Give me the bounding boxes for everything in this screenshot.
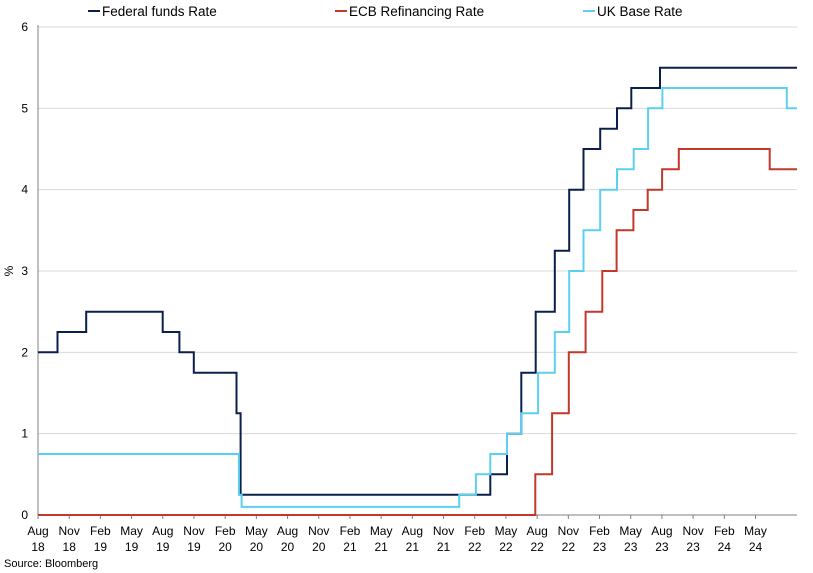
- y-tick-label: 6: [21, 20, 28, 34]
- series-line-1: [38, 148, 797, 516]
- legend-label: UK Base Rate: [597, 4, 683, 19]
- y-tick-label: 5: [21, 101, 28, 115]
- x-tick-label-year: 21: [406, 540, 420, 554]
- x-tick-label-year: 20: [312, 540, 326, 554]
- x-tick-label-month: May: [744, 524, 767, 538]
- axes: [37, 25, 797, 516]
- x-tick-label-month: May: [495, 524, 518, 538]
- x-tick-label-year: 21: [343, 540, 357, 554]
- x-tick-label-month: May: [619, 524, 642, 538]
- x-tick-label-year: 18: [63, 540, 77, 554]
- x-tick-label-month: May: [120, 524, 143, 538]
- x-tick-label-month: Nov: [682, 524, 703, 538]
- y-tick-label: 2: [21, 345, 28, 359]
- x-tick-label-year: 19: [94, 540, 108, 554]
- x-tick-label-month: Nov: [433, 524, 454, 538]
- x-tick-label-year: 24: [718, 540, 732, 554]
- x-tick-label-year: 19: [125, 540, 139, 554]
- x-tick-label-year: 21: [374, 540, 388, 554]
- x-tick-label-month: Feb: [90, 524, 111, 538]
- x-axis-ticks: Aug 18 Nov 18 Feb 19 May 19 Aug 19 Nov 19 Feb 20 May 20…: [27, 515, 767, 554]
- y-tick-label: 4: [21, 183, 28, 197]
- x-tick-label-month: Aug: [277, 524, 298, 538]
- x-tick-label-month: Aug: [651, 524, 672, 538]
- x-tick-label-year: 21: [437, 540, 451, 554]
- y-tick-label: 3: [21, 264, 28, 278]
- grid-lines: [38, 26, 797, 435]
- series-lines: [38, 66, 797, 516]
- x-tick-label-month: Feb: [215, 524, 236, 538]
- x-tick-label-year: 20: [218, 540, 232, 554]
- x-tick-label-year: 23: [686, 540, 700, 554]
- x-tick-label-month: Feb: [589, 524, 610, 538]
- x-tick-label-year: 22: [499, 540, 513, 554]
- x-tick-label-year: 24: [749, 540, 763, 554]
- source-note: Source: Bloomberg: [4, 558, 99, 570]
- x-tick-label-month: Nov: [183, 524, 204, 538]
- x-tick-label-month: Aug: [402, 524, 423, 538]
- x-tick-label-year: 18: [31, 540, 45, 554]
- x-tick-label-month: Feb: [714, 524, 735, 538]
- x-tick-label-month: Nov: [308, 524, 329, 538]
- x-tick-label-year: 22: [468, 540, 482, 554]
- y-tick-label: 0: [21, 508, 28, 522]
- y-axis-ticks: 0 1 2 3 4 5 6: [21, 20, 28, 522]
- x-tick-label-year: 23: [624, 540, 638, 554]
- x-tick-label-year: 20: [250, 540, 264, 554]
- x-tick-label-year: 20: [281, 540, 295, 554]
- x-tick-label-month: May: [370, 524, 393, 538]
- legend: Federal funds Rate ECB Refinancing Rate UK…: [88, 4, 683, 19]
- series-line-0: [38, 66, 797, 496]
- x-tick-label-year: 19: [187, 540, 201, 554]
- x-tick-label-year: 22: [530, 540, 544, 554]
- x-tick-label-month: Feb: [464, 524, 485, 538]
- series-line-2: [38, 87, 797, 508]
- legend-label: ECB Refinancing Rate: [349, 4, 484, 19]
- x-tick-label-month: Nov: [558, 524, 579, 538]
- x-tick-label-year: 22: [562, 540, 576, 554]
- legend-label: Federal funds Rate: [102, 4, 217, 19]
- x-tick-label-month: Feb: [340, 524, 361, 538]
- x-tick-label-year: 23: [593, 540, 607, 554]
- x-tick-label-month: Aug: [526, 524, 547, 538]
- x-tick-label-month: Nov: [59, 524, 80, 538]
- x-tick-label-year: 23: [655, 540, 669, 554]
- y-axis-label: %: [2, 265, 16, 276]
- x-tick-label-month: May: [245, 524, 268, 538]
- x-tick-label-month: Aug: [27, 524, 48, 538]
- y-tick-label: 1: [21, 427, 28, 441]
- x-tick-label-year: 19: [156, 540, 170, 554]
- x-tick-label-month: Aug: [152, 524, 173, 538]
